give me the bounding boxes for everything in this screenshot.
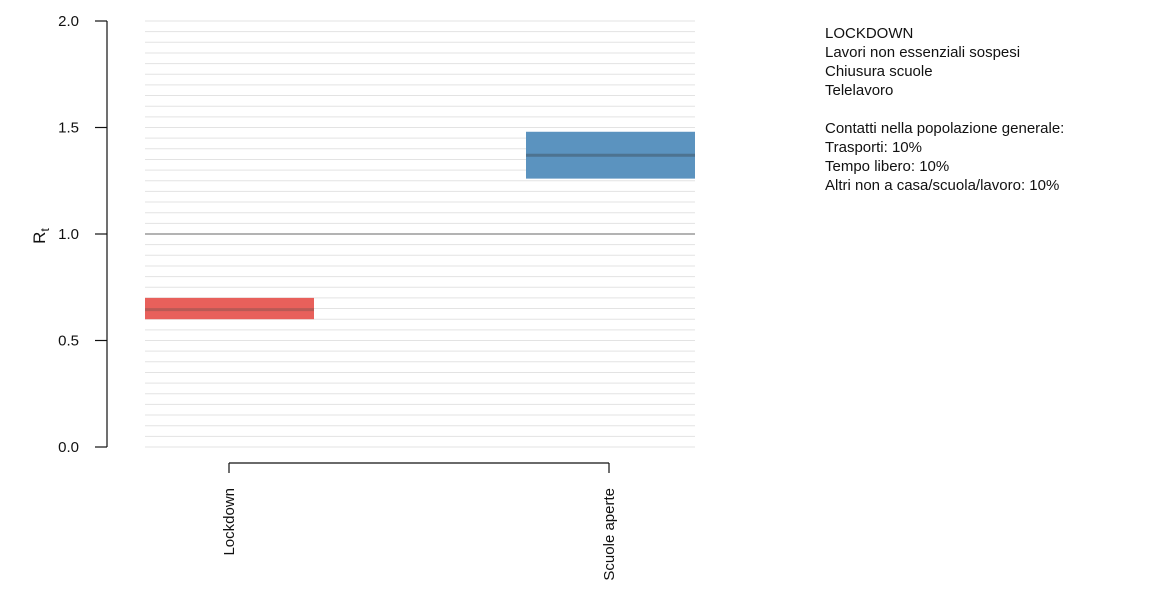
scenario-annotation: LOCKDOWN Lavori non essenziali sospesi C… bbox=[825, 24, 1064, 195]
scenario-line-2: Chiusura scuole bbox=[825, 63, 933, 80]
y-tick-label: 1.5 bbox=[58, 120, 79, 137]
contacts-title: Contatti nella popolazione generale: bbox=[825, 120, 1065, 137]
contacts-leisure: Tempo libero: 10% bbox=[825, 158, 950, 175]
y-tick-label: 0.5 bbox=[58, 333, 79, 350]
y-tick-label: 0.0 bbox=[58, 439, 79, 456]
contacts-transport: Trasporti: 10% bbox=[825, 139, 922, 156]
x-tick-label-scuole-aperte: Scuole aperte bbox=[601, 488, 618, 581]
y-axis: 0.0 0.5 1.0 1.5 2.0 bbox=[58, 13, 108, 456]
y-tick-label: 1.0 bbox=[58, 226, 79, 243]
bars bbox=[145, 131, 695, 320]
y-axis-label: Rt bbox=[30, 228, 52, 244]
scenario-title: LOCKDOWN bbox=[825, 25, 914, 42]
y-tick-label: 2.0 bbox=[58, 13, 79, 30]
x-axis: Lockdown Scuole aperte bbox=[221, 462, 618, 581]
scenario-line-3: Telelavoro bbox=[825, 82, 894, 99]
gridlines bbox=[145, 20, 695, 448]
x-tick-label-lockdown: Lockdown bbox=[221, 488, 238, 556]
contacts-other: Altri non a casa/scuola/lavoro: 10% bbox=[825, 177, 1060, 194]
scenario-line-1: Lavori non essenziali sospesi bbox=[825, 44, 1021, 61]
